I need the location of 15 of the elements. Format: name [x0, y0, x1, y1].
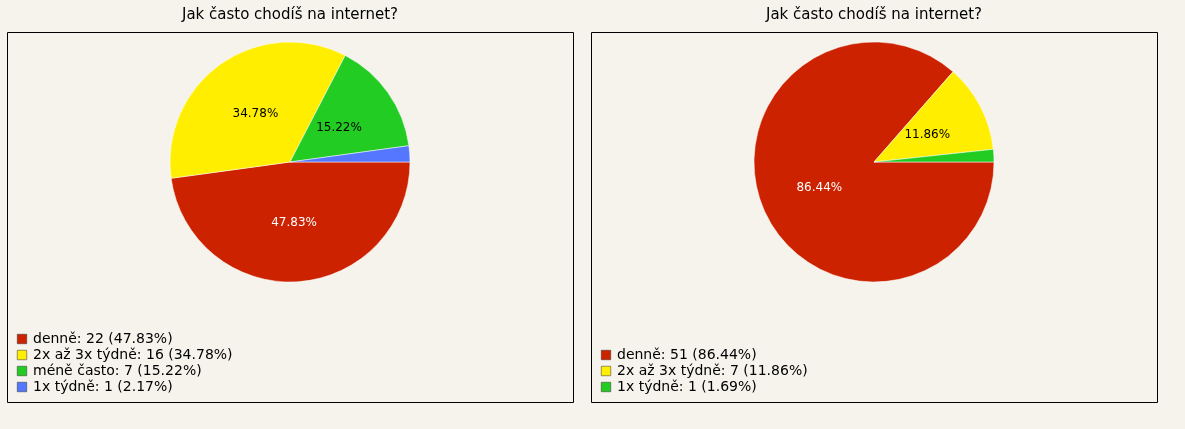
legend-label: 2x až 3x týdně: 16 (34.78%)	[33, 346, 233, 362]
chart-title: Jak často chodíš na internet?	[764, 5, 983, 23]
legend-label: méně často: 7 (15.22%)	[33, 362, 202, 378]
legend-label: denně: 51 (86.44%)	[617, 346, 757, 362]
data-label: 47.83%	[271, 214, 317, 229]
data-label: 86.44%	[796, 179, 843, 194]
data-label: 34.78%	[232, 105, 279, 120]
chart-title: Jak často chodíš na internet?	[180, 5, 399, 23]
legend-label: 2x až 3x týdně: 7 (11.86%)	[617, 362, 808, 378]
data-label: 15.22%	[316, 120, 362, 135]
legend-label: 1x týdně: 1 (2.17%)	[33, 378, 173, 394]
data-label: 11.86%	[904, 127, 951, 142]
pie-slice	[753, 41, 995, 283]
legend-label: 1x týdně: 1 (1.69%)	[617, 378, 757, 394]
legend-label: denně: 22 (47.83%)	[33, 330, 173, 346]
